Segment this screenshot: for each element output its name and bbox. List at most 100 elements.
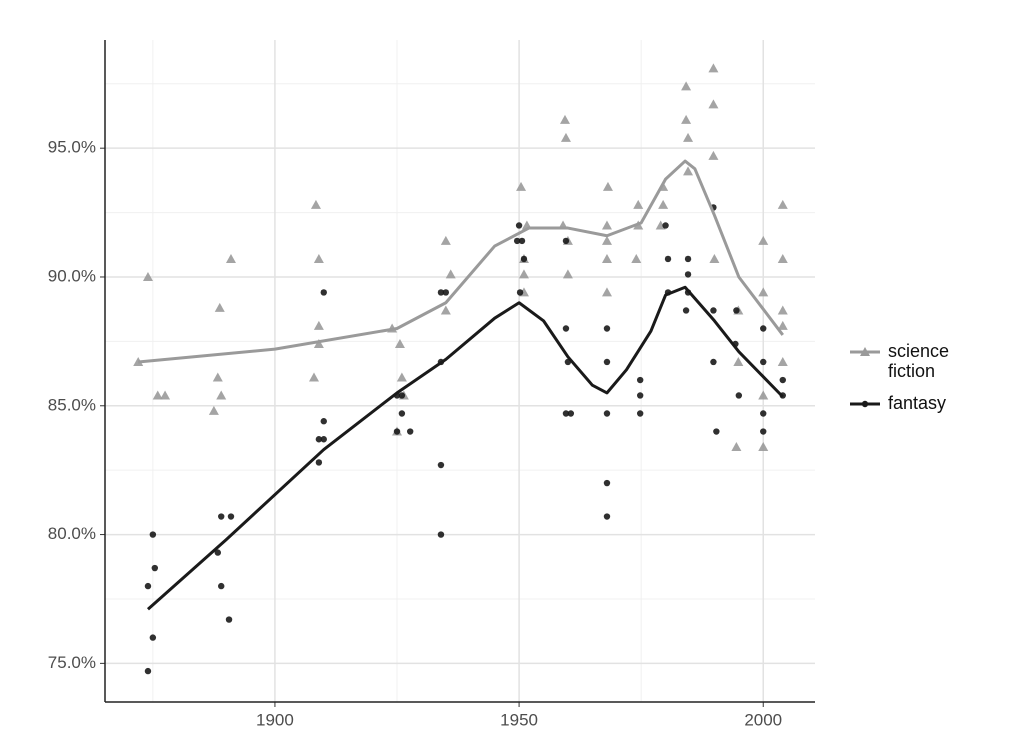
point [515,222,523,229]
point [437,289,445,296]
point [760,358,767,366]
point [681,114,692,124]
point [440,235,451,245]
point [398,410,406,417]
point [602,181,613,191]
point [603,513,611,520]
trend-line [146,285,784,611]
point [437,531,445,538]
point [562,237,570,245]
trend-line [138,159,784,364]
point [518,237,526,245]
point [603,479,611,487]
point [710,307,717,314]
point [313,253,324,263]
point [225,253,236,263]
point [713,428,720,435]
point [560,132,571,142]
legend-label: fantasy [888,393,947,413]
y-tick-label: 95.0% [48,138,96,157]
point [394,338,405,348]
point [758,287,769,297]
point [567,410,575,417]
point [516,289,524,296]
point [313,320,324,330]
point [758,441,769,451]
point [212,372,223,382]
point [225,616,233,623]
point [735,392,743,399]
point [151,564,159,572]
point [315,436,323,443]
point [396,372,407,382]
point [393,428,401,435]
point [218,513,225,520]
point [214,549,221,556]
point [664,255,672,263]
legend-marker [861,400,869,408]
point [152,390,163,400]
point [684,271,692,278]
x-tick-label: 1900 [256,710,294,729]
point [208,405,219,415]
point [777,356,788,366]
point [320,436,327,443]
y-tick-label: 80.0% [48,524,96,543]
point [733,356,744,366]
point [406,428,414,435]
point [603,410,611,417]
point [398,392,406,399]
point [559,114,570,124]
y-tick-label: 90.0% [48,266,96,285]
point [227,513,235,520]
point [683,132,694,142]
point [681,81,692,91]
point [562,325,570,332]
point [758,235,769,245]
legend-label: science fiction [888,341,950,381]
point [144,667,152,675]
x-tick-label: 2000 [744,710,782,729]
point [777,199,788,209]
point [513,237,521,245]
point [683,166,694,176]
point [777,253,788,263]
point [516,181,527,191]
point [601,253,612,263]
point [142,271,153,281]
point [603,325,611,332]
point [315,459,323,466]
point [682,307,690,314]
point [562,269,573,279]
point [601,235,612,245]
legend-marker [860,347,870,356]
point [144,582,152,590]
point [313,338,324,348]
point [518,269,529,279]
point [149,634,157,641]
point [777,320,788,330]
point [760,428,767,435]
x-tick-label: 1950 [500,710,538,729]
point [636,410,644,417]
point [320,289,327,296]
point [733,307,740,314]
point [216,390,227,400]
point [445,269,456,279]
point [684,255,692,263]
point [633,199,644,209]
point [603,358,611,366]
point [149,531,157,538]
point [437,461,445,469]
point [214,302,225,312]
point [779,376,786,384]
point [631,253,642,263]
point [708,150,719,160]
point [310,199,321,209]
point [710,358,717,366]
point [308,372,319,382]
point [760,325,767,332]
point [520,255,528,263]
